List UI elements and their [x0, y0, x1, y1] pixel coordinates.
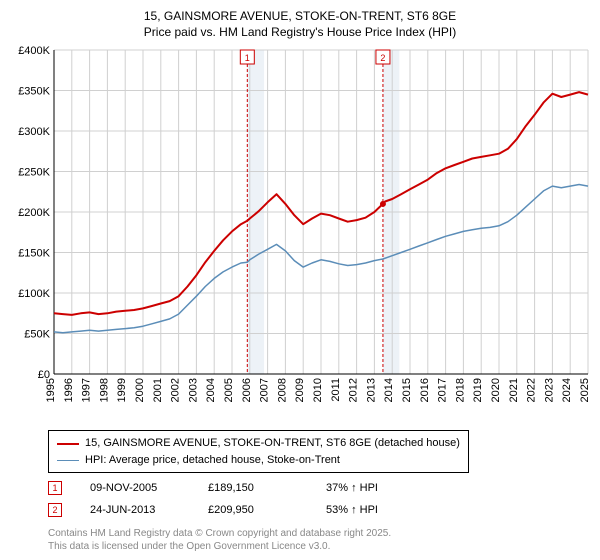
svg-text:2019: 2019: [472, 378, 484, 402]
svg-text:£300K: £300K: [18, 126, 50, 138]
svg-text:2010: 2010: [312, 378, 324, 402]
legend-item: 15, GAINSMORE AVENUE, STOKE-ON-TRENT, ST…: [57, 435, 460, 452]
legend-label: 15, GAINSMORE AVENUE, STOKE-ON-TRENT, ST…: [85, 435, 460, 452]
svg-text:2014: 2014: [383, 378, 395, 402]
chart-container: £0£50K£100K£150K£200K£250K£300K£350K£400…: [8, 44, 592, 424]
legend-item: HPI: Average price, detached house, Stok…: [57, 452, 460, 469]
sale-price: £209,950: [208, 504, 298, 516]
footnote-line: This data is licensed under the Open Gov…: [48, 540, 592, 553]
svg-text:1995: 1995: [45, 378, 57, 402]
sale-marker: 1: [48, 481, 62, 495]
chart-title: 15, GAINSMORE AVENUE, STOKE-ON-TRENT, ST…: [8, 8, 592, 40]
svg-text:2020: 2020: [490, 378, 502, 402]
legend-label: HPI: Average price, detached house, Stok…: [85, 452, 340, 469]
svg-text:2: 2: [380, 53, 385, 63]
svg-text:2009: 2009: [294, 378, 306, 402]
svg-text:1997: 1997: [81, 378, 93, 402]
legend: 15, GAINSMORE AVENUE, STOKE-ON-TRENT, ST…: [48, 430, 469, 473]
line-chart: £0£50K£100K£150K£200K£250K£300K£350K£400…: [8, 44, 592, 424]
svg-text:2016: 2016: [419, 378, 431, 402]
footnote-line: Contains HM Land Registry data © Crown c…: [48, 527, 592, 540]
svg-text:2011: 2011: [330, 378, 342, 402]
svg-text:2005: 2005: [223, 378, 235, 402]
svg-text:2006: 2006: [241, 378, 253, 402]
svg-text:£150K: £150K: [18, 248, 50, 260]
legend-swatch: [57, 443, 79, 445]
svg-text:£50K: £50K: [24, 329, 50, 341]
svg-text:2001: 2001: [152, 378, 164, 402]
sale-price: £189,150: [208, 482, 298, 494]
svg-text:2013: 2013: [365, 378, 377, 402]
svg-text:2022: 2022: [526, 378, 538, 402]
svg-text:2018: 2018: [454, 378, 466, 402]
sale-row: 2 24-JUN-2013 £209,950 53% ↑ HPI: [48, 499, 592, 521]
svg-text:£400K: £400K: [18, 45, 50, 57]
svg-text:£100K: £100K: [18, 288, 50, 300]
svg-text:2008: 2008: [276, 378, 288, 402]
sale-delta: 37% ↑ HPI: [326, 482, 416, 494]
svg-text:2004: 2004: [205, 378, 217, 402]
sale-date: 24-JUN-2013: [90, 504, 180, 516]
svg-text:2025: 2025: [579, 378, 591, 402]
svg-text:2021: 2021: [508, 378, 520, 402]
sale-marker: 2: [48, 503, 62, 517]
svg-text:2023: 2023: [543, 378, 555, 402]
svg-text:2003: 2003: [187, 378, 199, 402]
svg-text:1996: 1996: [63, 378, 75, 402]
footnote: Contains HM Land Registry data © Crown c…: [48, 527, 592, 553]
svg-text:2024: 2024: [561, 378, 573, 402]
svg-text:1999: 1999: [116, 378, 128, 402]
sale-date: 09-NOV-2005: [90, 482, 180, 494]
svg-text:£350K: £350K: [18, 86, 50, 98]
title-line2: Price paid vs. HM Land Registry's House …: [8, 24, 592, 40]
svg-text:2000: 2000: [134, 378, 146, 402]
svg-text:£250K: £250K: [18, 167, 50, 179]
title-line1: 15, GAINSMORE AVENUE, STOKE-ON-TRENT, ST…: [8, 8, 592, 24]
sale-delta: 53% ↑ HPI: [326, 504, 416, 516]
sales-table: 1 09-NOV-2005 £189,150 37% ↑ HPI 2 24-JU…: [48, 477, 592, 521]
svg-text:£200K: £200K: [18, 207, 50, 219]
svg-text:2015: 2015: [401, 378, 413, 402]
svg-text:2007: 2007: [259, 378, 271, 402]
svg-text:2012: 2012: [348, 378, 360, 402]
svg-text:1: 1: [245, 53, 250, 63]
svg-text:2002: 2002: [170, 378, 182, 402]
legend-swatch: [57, 460, 79, 461]
sale-row: 1 09-NOV-2005 £189,150 37% ↑ HPI: [48, 477, 592, 499]
svg-text:1998: 1998: [98, 378, 110, 402]
svg-text:2017: 2017: [437, 378, 449, 402]
